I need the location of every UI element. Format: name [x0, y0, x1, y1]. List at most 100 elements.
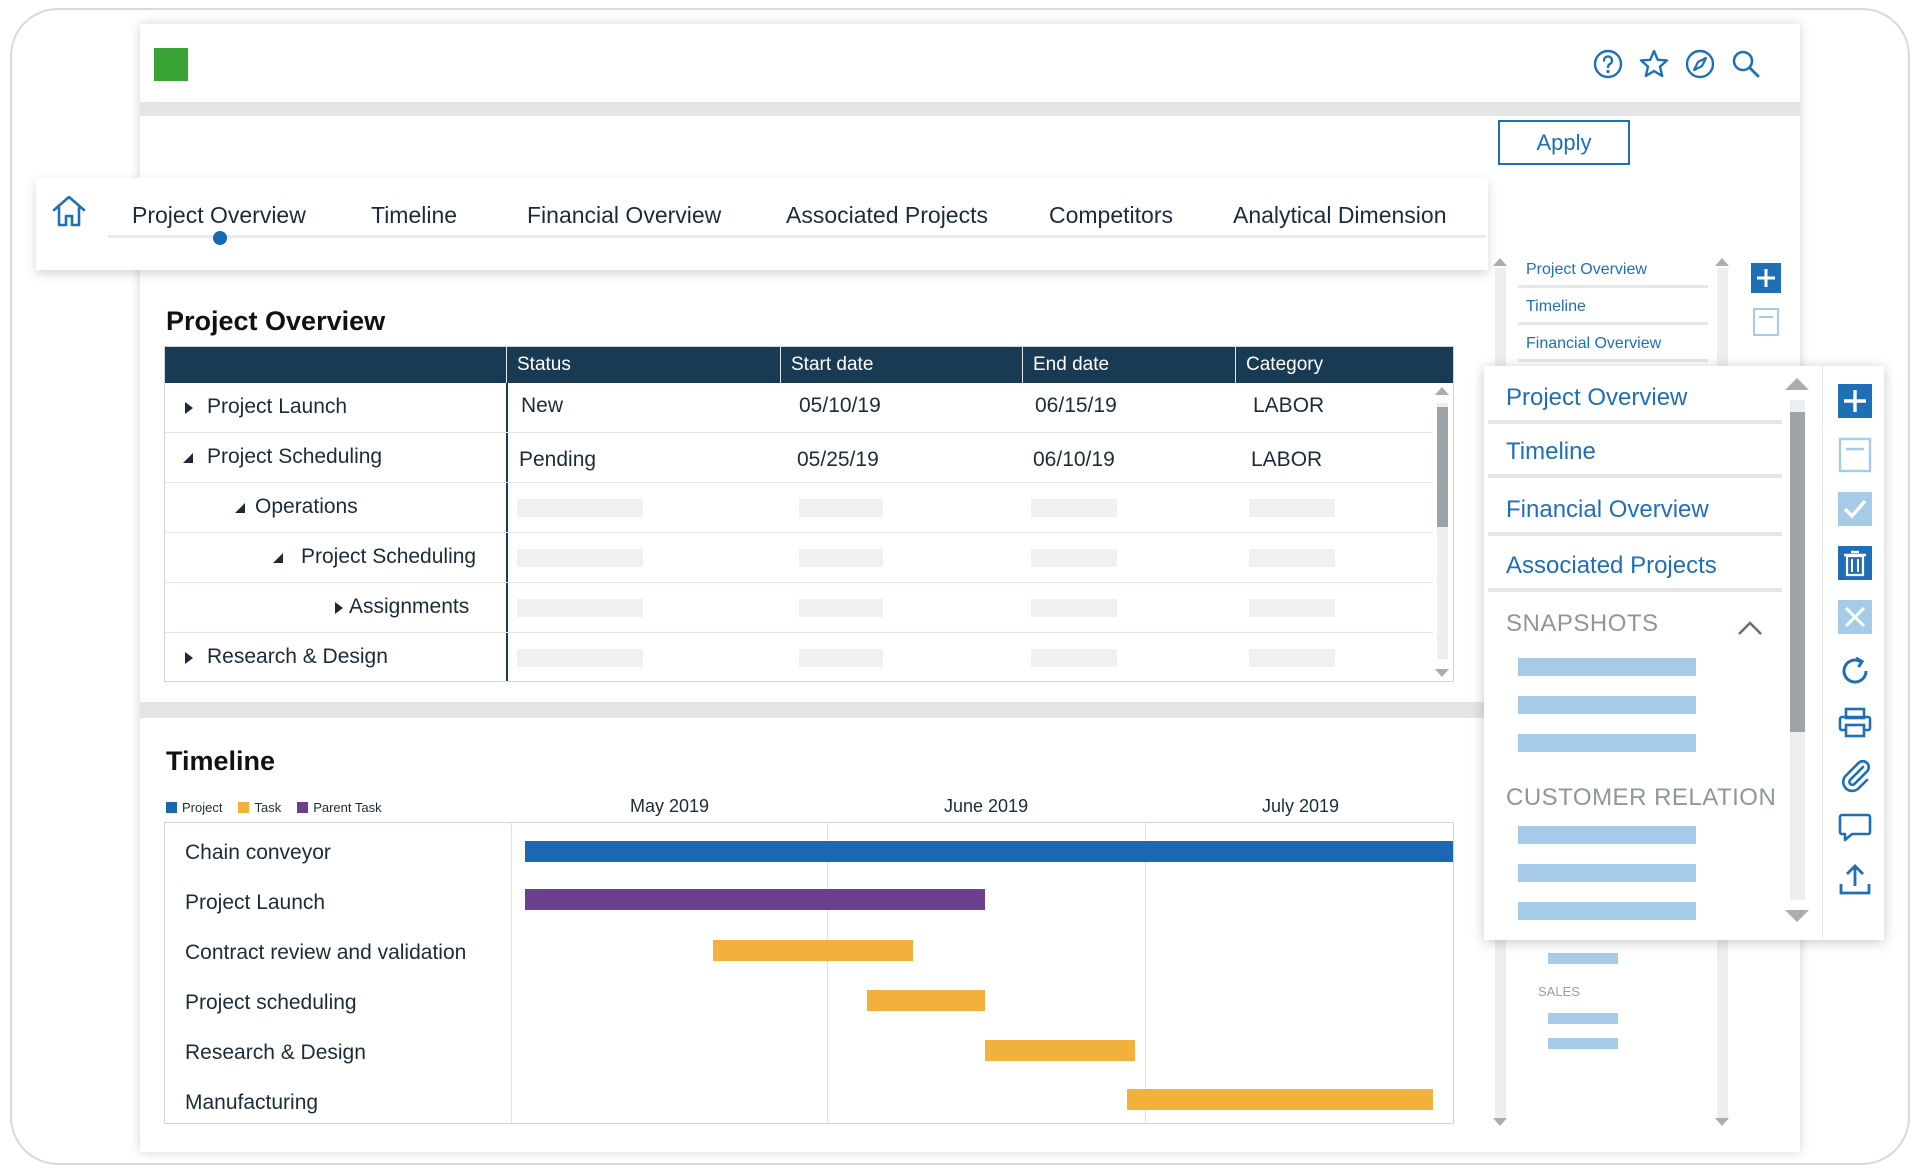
- attach-icon[interactable]: [1836, 756, 1874, 794]
- placeholder-cell: [1031, 499, 1117, 517]
- tab-financial-overview[interactable]: Financial Overview: [527, 202, 722, 228]
- comment-icon[interactable]: [1836, 808, 1874, 846]
- collapse-icon[interactable]: [183, 453, 193, 463]
- grid-line: [827, 823, 828, 1123]
- placeholder-cell: [1249, 599, 1335, 617]
- chevron-up-icon[interactable]: [1736, 618, 1764, 638]
- close-icon[interactable]: [1836, 598, 1874, 636]
- collapse-icon[interactable]: [273, 553, 283, 563]
- snapshot-placeholder: [1518, 658, 1696, 676]
- save-icon[interactable]: [1750, 306, 1782, 338]
- placeholder-cell: [799, 649, 883, 667]
- expand-icon[interactable]: [185, 652, 193, 664]
- table-row[interactable]: Project Launch New 05/10/19 06/15/19 LAB…: [165, 383, 1433, 433]
- timeline-chart: Chain conveyor Project Launch Contract r…: [164, 822, 1454, 1124]
- header-divider: [140, 102, 1800, 116]
- home-icon[interactable]: [50, 192, 88, 230]
- panel-scrollbar[interactable]: [1784, 372, 1810, 928]
- table-row[interactable]: Assignments: [165, 583, 1433, 633]
- scroll-down-icon[interactable]: [1715, 1118, 1729, 1126]
- column-header-category[interactable]: Category: [1235, 347, 1453, 383]
- timeline-bar-parent-task[interactable]: [525, 889, 985, 910]
- apply-button[interactable]: Apply: [1498, 120, 1630, 165]
- trash-icon[interactable]: [1836, 544, 1874, 582]
- panel-item-timeline[interactable]: Timeline: [1488, 428, 1782, 478]
- tab-analytical-dimension[interactable]: Analytical Dimension: [1233, 202, 1447, 228]
- row-end-date: 06/10/19: [1033, 448, 1115, 471]
- row-name: Operations: [255, 495, 358, 518]
- panel-item-project-overview[interactable]: Project Overview: [1488, 374, 1782, 424]
- scroll-up-icon[interactable]: [1493, 258, 1507, 266]
- placeholder-cell: [1031, 649, 1117, 667]
- panel-item-financial-overview[interactable]: Financial Overview: [1488, 486, 1782, 536]
- tab-associated-projects[interactable]: Associated Projects: [786, 202, 988, 228]
- column-header-status[interactable]: Status: [506, 347, 780, 383]
- back-sidebar-item[interactable]: Timeline: [1518, 291, 1708, 325]
- star-icon[interactable]: [1638, 48, 1670, 80]
- snapshots-heading[interactable]: SNAPSHOTS: [1506, 610, 1659, 637]
- panel-item-associated-projects[interactable]: Associated Projects: [1488, 542, 1782, 592]
- month-label: May 2019: [630, 796, 710, 816]
- grid-line: [511, 823, 512, 1123]
- compass-icon[interactable]: [1684, 48, 1716, 80]
- add-icon[interactable]: [1750, 262, 1782, 294]
- collapse-icon[interactable]: [235, 503, 245, 513]
- scroll-down-icon[interactable]: [1435, 669, 1449, 677]
- tab-timeline[interactable]: Timeline: [371, 202, 458, 228]
- expand-icon[interactable]: [335, 602, 343, 614]
- placeholder-cell: [517, 649, 643, 667]
- refresh-icon[interactable]: [1836, 652, 1874, 690]
- placeholder-cell: [517, 549, 643, 567]
- scroll-thumb[interactable]: [1790, 412, 1805, 732]
- row-name: Assignments: [349, 595, 470, 618]
- table-row[interactable]: Operations: [165, 483, 1433, 533]
- table-row[interactable]: Project Scheduling: [165, 533, 1433, 583]
- timeline-bar-task[interactable]: [713, 940, 913, 961]
- scroll-down-icon[interactable]: [1785, 910, 1809, 922]
- scroll-track[interactable]: [1437, 403, 1448, 659]
- search-icon[interactable]: [1730, 48, 1762, 80]
- placeholder-cell: [517, 499, 643, 517]
- scroll-up-icon[interactable]: [1715, 258, 1729, 266]
- upload-icon[interactable]: [1836, 860, 1874, 898]
- scroll-up-icon[interactable]: [1435, 387, 1449, 395]
- column-header-end-date[interactable]: End date: [1022, 347, 1235, 383]
- add-icon[interactable]: [1836, 382, 1874, 420]
- tab-project-overview[interactable]: Project Overview: [132, 202, 306, 228]
- tab-competitors[interactable]: Competitors: [1049, 202, 1173, 228]
- timeline-legend: Project Task Parent Task: [166, 800, 392, 815]
- row-status: Pending: [519, 448, 597, 471]
- customer-relation-heading[interactable]: CUSTOMER RELATION: [1506, 784, 1777, 811]
- row-end-date: 06/15/19: [1035, 394, 1117, 417]
- back-toolbar: [1750, 262, 1784, 350]
- table-row[interactable]: Research & Design: [165, 633, 1433, 683]
- scroll-down-icon[interactable]: [1493, 1118, 1507, 1126]
- help-icon[interactable]: [1592, 48, 1624, 80]
- placeholder-cell: [517, 599, 643, 617]
- timeline-bar-task[interactable]: [867, 990, 985, 1011]
- table-row[interactable]: Project Scheduling Pending 05/25/19 06/1…: [165, 433, 1433, 483]
- save-icon[interactable]: [1836, 436, 1874, 474]
- section-divider: [140, 702, 1484, 718]
- project-overview-table: Status Start date End date Category Proj…: [164, 346, 1454, 682]
- placeholder-cell: [799, 499, 883, 517]
- print-icon[interactable]: [1836, 704, 1874, 742]
- check-icon[interactable]: [1836, 490, 1874, 528]
- column-header-start-date[interactable]: Start date: [780, 347, 1022, 383]
- timeline-bar-project[interactable]: [525, 841, 1453, 862]
- back-sidebar-item[interactable]: Project Overview: [1518, 254, 1708, 288]
- placeholder-cell: [799, 599, 883, 617]
- scroll-up-icon[interactable]: [1785, 378, 1809, 390]
- timeline-bar-task[interactable]: [1127, 1089, 1433, 1110]
- expand-icon[interactable]: [185, 402, 193, 414]
- table-scrollbar[interactable]: [1433, 387, 1451, 677]
- tab-bar: Project Overview Timeline Financial Over…: [36, 178, 1488, 270]
- scroll-thumb[interactable]: [1437, 407, 1448, 527]
- project-overview-title: Project Overview: [166, 306, 386, 336]
- row-category: LABOR: [1251, 448, 1323, 471]
- logo[interactable]: [154, 48, 188, 81]
- back-sidebar-item[interactable]: Financial Overview: [1518, 328, 1708, 362]
- legend-item-task: Task: [238, 800, 281, 815]
- row-name: Project Scheduling: [207, 445, 383, 468]
- timeline-bar-task[interactable]: [985, 1040, 1135, 1061]
